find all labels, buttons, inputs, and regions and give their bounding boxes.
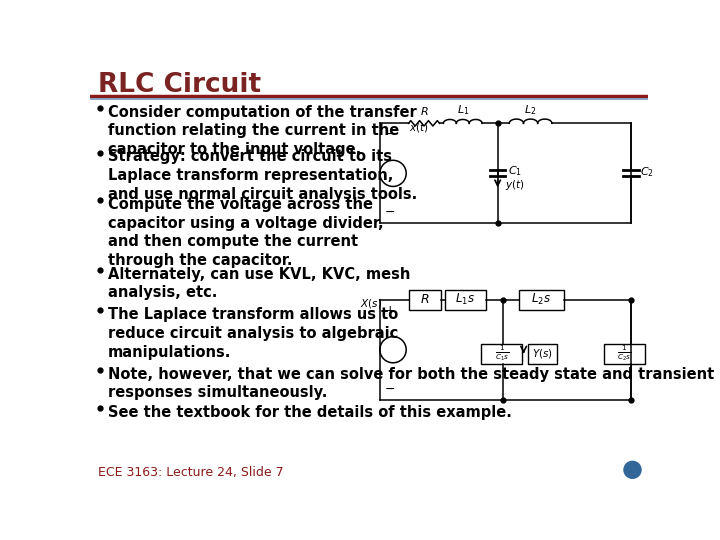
Text: $y(t)$: $y(t)$ <box>505 178 525 192</box>
Text: Strategy: convert the circuit to its
Laplace transform representation,
and use n: Strategy: convert the circuit to its Lap… <box>108 150 417 202</box>
Text: $\frac{1}{C_1 s}$: $\frac{1}{C_1 s}$ <box>495 343 509 363</box>
Text: $R$: $R$ <box>420 105 428 117</box>
FancyBboxPatch shape <box>604 343 645 363</box>
Text: $L_1s$: $L_1s$ <box>456 292 475 307</box>
Text: Note, however, that we can solve for both the steady state and transient
respons: Note, however, that we can solve for bot… <box>108 367 714 400</box>
Text: $Y(s)$: $Y(s)$ <box>532 347 553 360</box>
FancyBboxPatch shape <box>528 343 557 363</box>
FancyBboxPatch shape <box>408 289 441 309</box>
FancyBboxPatch shape <box>482 343 523 363</box>
Text: See the textbook for the details of this example.: See the textbook for the details of this… <box>108 405 512 420</box>
Text: −: − <box>384 206 395 219</box>
Text: $L_2s$: $L_2s$ <box>531 292 551 307</box>
FancyBboxPatch shape <box>445 289 486 309</box>
Text: $C_2$: $C_2$ <box>640 165 654 179</box>
Text: $R$: $R$ <box>420 293 430 306</box>
Text: −: − <box>384 127 395 140</box>
Text: RLC Circuit: RLC Circuit <box>98 72 261 98</box>
Text: +: + <box>384 304 395 317</box>
Text: $C_1$: $C_1$ <box>508 164 522 178</box>
Text: $\frac{1}{C_2 s}$: $\frac{1}{C_2 s}$ <box>617 343 631 363</box>
Text: The Laplace transform allows us to
reduce circuit analysis to algebraic
manipula: The Laplace transform allows us to reduc… <box>108 307 398 360</box>
Text: Compute the voltage across the
capacitor using a voltage divider,
and then compu: Compute the voltage across the capacitor… <box>108 197 384 268</box>
Text: −: − <box>384 382 395 395</box>
Text: $L_1$: $L_1$ <box>456 103 469 117</box>
Text: $L_2$: $L_2$ <box>524 103 536 117</box>
Circle shape <box>624 461 641 478</box>
Text: $x(t)$: $x(t)$ <box>408 120 428 134</box>
Text: $X(s)$: $X(s)$ <box>361 297 382 310</box>
Text: ECE 3163: Lecture 24, Slide 7: ECE 3163: Lecture 24, Slide 7 <box>98 467 284 480</box>
FancyBboxPatch shape <box>518 289 564 309</box>
Text: Consider computation of the transfer
function relating the current in the
capaci: Consider computation of the transfer fun… <box>108 105 417 157</box>
Text: Alternately, can use KVL, KVC, mesh
analysis, etc.: Alternately, can use KVL, KVC, mesh anal… <box>108 267 410 300</box>
